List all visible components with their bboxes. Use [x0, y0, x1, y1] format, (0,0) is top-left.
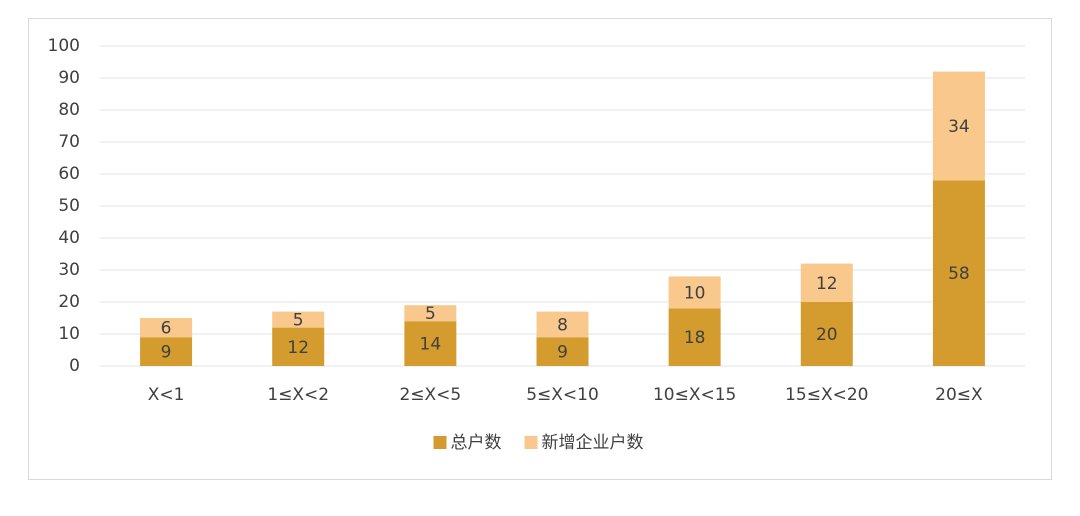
bar-segment [668, 308, 721, 366]
y-tick-label: 80 [58, 100, 80, 120]
data-label: 5 [425, 304, 436, 324]
x-tick-label: 2≤X<5 [399, 385, 461, 405]
data-label: 9 [557, 343, 568, 363]
legend-label: 总户数 [451, 433, 502, 453]
data-label: 58 [948, 264, 970, 284]
data-label: 10 [684, 283, 706, 303]
bar-segment [140, 318, 193, 338]
y-tick-label: 30 [58, 260, 80, 280]
bar-segment [404, 321, 457, 366]
y-tick-label: 10 [58, 324, 80, 344]
legend-label: 新增企业户数 [542, 433, 644, 453]
bar-segment [932, 71, 985, 181]
data-label: 34 [948, 117, 970, 137]
x-tick-label: X<1 [148, 385, 185, 405]
bar-segment [272, 327, 325, 366]
data-label: 18 [684, 328, 706, 348]
bar-segment [536, 311, 589, 338]
bar-segment [272, 311, 325, 328]
bar-segment [932, 180, 985, 366]
data-label: 9 [161, 343, 172, 363]
data-label: 20 [816, 325, 838, 345]
legend-swatch [524, 436, 538, 449]
y-tick-label: 0 [69, 356, 80, 376]
bar-segment [536, 337, 589, 366]
data-label: 5 [293, 311, 304, 331]
x-tick-label: 1≤X<2 [267, 385, 329, 405]
y-tick-label: 70 [58, 132, 80, 152]
bar-segment [668, 276, 721, 309]
data-label: 6 [161, 319, 172, 339]
bar-segment [140, 337, 193, 366]
x-tick-label: 5≤X<10 [526, 385, 599, 405]
y-tick-label: 60 [58, 164, 80, 184]
data-label: 8 [557, 315, 568, 335]
x-tick-label: 15≤X<20 [785, 385, 868, 405]
bar-segment [404, 305, 457, 322]
bar-segment [800, 302, 853, 366]
data-label: 14 [420, 335, 442, 355]
bar-segment [800, 263, 853, 302]
y-tick-label: 20 [58, 292, 80, 312]
x-tick-label: 20≤X [935, 385, 983, 405]
y-tick-label: 100 [48, 36, 80, 56]
x-tick-label: 10≤X<15 [653, 385, 736, 405]
y-tick-label: 40 [58, 228, 80, 248]
data-label: 12 [287, 338, 309, 358]
legend-swatch [433, 436, 447, 449]
data-label: 12 [816, 274, 838, 294]
y-tick-label: 90 [58, 68, 80, 88]
chart-frame [28, 18, 1052, 480]
y-tick-label: 50 [58, 196, 80, 216]
